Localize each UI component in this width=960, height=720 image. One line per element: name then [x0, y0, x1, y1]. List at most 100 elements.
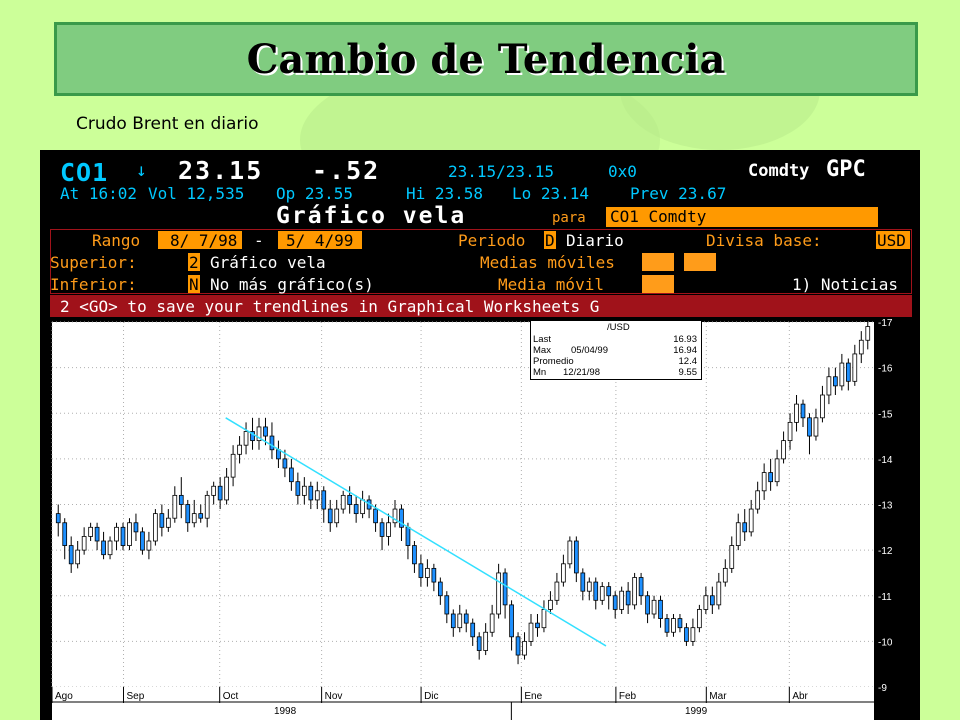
candle-body — [787, 421, 793, 442]
candle-body — [865, 326, 871, 341]
slide-subtitle: Crudo Brent en diario — [76, 114, 259, 134]
candle-body — [114, 526, 119, 542]
candle-body — [437, 581, 443, 597]
candle-body — [573, 540, 579, 574]
candle-body — [340, 494, 346, 510]
candle-body — [412, 545, 417, 565]
x-month-label: Ago — [55, 691, 73, 702]
candle-body — [476, 636, 482, 651]
candle-body — [580, 572, 586, 592]
candle-body — [671, 618, 676, 633]
info-row-promedio: Promedio 12.4 — [533, 356, 697, 367]
info-label: Promedio — [533, 356, 574, 367]
info-row-last: Last 16.93 — [533, 334, 697, 345]
rango-end-field[interactable]: 5/ 4/99 — [278, 231, 362, 249]
y-tick-label: -12 — [878, 546, 893, 557]
periodo-code-field[interactable]: D — [544, 231, 556, 249]
candle-body — [722, 567, 728, 583]
y-tick-label: -14 — [878, 455, 893, 466]
candle-body — [450, 613, 456, 629]
slide-title-box: Cambio de Tendencia — [54, 22, 918, 96]
candle-body — [638, 577, 644, 597]
candle-body — [55, 513, 61, 524]
media-movil-label: Media móvil — [498, 275, 604, 294]
candle-body — [567, 540, 573, 565]
media-movil-field-3[interactable] — [642, 275, 674, 293]
message-bar: 2 <GO> to save your trendlines in Graphi… — [50, 295, 912, 317]
chart-info-box: /USD Last 16.93 Max 05/04/99 16.94 Prome… — [530, 320, 702, 380]
candle-body — [845, 362, 851, 382]
candle-body — [81, 536, 87, 551]
last-price: 23.15 — [178, 156, 264, 185]
bloomberg-terminal: CO1 ↓ 23.15 -.52 23.15/23.15 0x0 Comdty … — [40, 150, 920, 720]
candle-body — [153, 513, 158, 542]
candle-body — [282, 458, 288, 469]
noticias-link[interactable]: 1) Noticias — [792, 275, 898, 294]
candle-body — [204, 494, 210, 519]
candle-body — [651, 599, 657, 615]
x-year-label: 1998 — [274, 706, 297, 717]
candle-body — [250, 431, 255, 442]
info-label: Last — [533, 334, 551, 345]
candle-body — [586, 581, 592, 592]
candle-body — [502, 572, 508, 606]
periodo-code-value: D — [545, 231, 555, 250]
candle-body — [392, 508, 398, 524]
candle-body — [599, 586, 605, 601]
security-value: CO1 Comdty — [610, 207, 707, 226]
candle-body — [833, 376, 838, 387]
settings-panel — [50, 229, 912, 294]
x-month-label: Oct — [223, 691, 239, 702]
candle-body — [295, 481, 301, 496]
info-value: 9.55 — [678, 367, 698, 378]
rango-start-field[interactable]: 8/ 7/98 — [158, 231, 242, 249]
candle-body — [522, 640, 527, 656]
candle-body — [561, 563, 566, 583]
candle-body — [716, 581, 722, 606]
inferior-label: Inferior: — [50, 275, 137, 294]
media-movil-field-1[interactable] — [642, 253, 674, 271]
superior-value: Gráfico vela — [210, 253, 326, 272]
info-value: 16.93 — [673, 334, 697, 345]
security-field[interactable]: CO1 Comdty — [606, 207, 878, 227]
x-month-label: Dic — [424, 691, 438, 702]
x-month-label: Ene — [524, 691, 542, 702]
candle-body — [444, 595, 450, 615]
candle-body — [748, 508, 754, 533]
slide-title: Cambio de Tendencia — [246, 35, 726, 83]
candle-body — [263, 426, 268, 437]
inferior-code-field[interactable]: N — [188, 275, 200, 293]
candle-body — [347, 494, 353, 505]
divisa-field[interactable]: USD — [876, 231, 910, 249]
candle-body — [386, 522, 391, 537]
superior-code-field[interactable]: 2 — [188, 253, 200, 271]
candle-body — [839, 362, 845, 387]
message-text: 2 <GO> to save your trendlines in Graphi… — [60, 297, 600, 316]
candle-body — [101, 540, 106, 556]
x-month-label: Abr — [792, 691, 808, 702]
candle-body — [645, 595, 650, 615]
candle-body — [528, 622, 534, 642]
y-tick-label: -16 — [878, 364, 893, 375]
quote-high: Hi 23.58 — [406, 184, 484, 203]
candle-body — [781, 440, 786, 460]
info-currency: /USD — [607, 322, 630, 333]
candle-body — [140, 531, 145, 551]
candle-body — [405, 526, 411, 546]
candle-body — [858, 339, 864, 355]
candle-body — [664, 618, 670, 633]
candle-body — [515, 636, 521, 656]
candle-body — [88, 526, 93, 537]
quote-low: Lo 23.14 — [512, 184, 590, 203]
x-month-label: Nov — [325, 691, 343, 702]
info-label: Mn — [533, 367, 547, 378]
x-axis-band — [52, 687, 874, 720]
candle-body — [224, 476, 229, 501]
candle-body — [62, 522, 68, 546]
y-tick-label: -13 — [878, 501, 893, 512]
media-movil-field-2[interactable] — [684, 253, 716, 271]
candle-body — [794, 403, 799, 423]
candle-body — [632, 577, 637, 606]
candle-body — [425, 567, 430, 578]
price-change: -.52 — [312, 156, 381, 185]
